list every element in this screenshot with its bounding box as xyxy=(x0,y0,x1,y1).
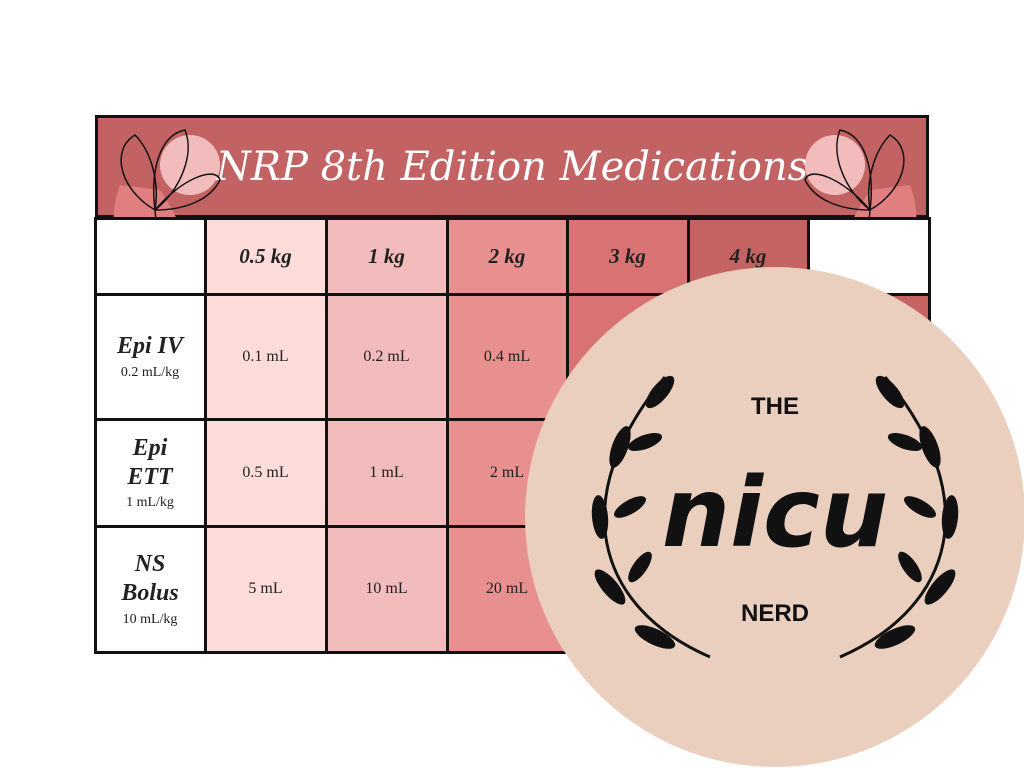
logo-bottom: NERD xyxy=(740,600,809,627)
medication-dose: 10 mL/kg xyxy=(122,611,178,627)
medication-name: NS Bolus xyxy=(121,551,179,606)
dose-value: 0.5 mL xyxy=(242,463,289,481)
dose-value: 0.1 mL xyxy=(242,347,289,365)
dose-cell: 1 mL xyxy=(324,417,449,528)
dose-value: 2 mL xyxy=(489,463,525,481)
column-label: 1 kg xyxy=(368,243,405,268)
table-title: NRP 8th Edition Medications xyxy=(95,115,929,218)
dose-value: 1 mL xyxy=(369,463,404,481)
medication-name: Epi ETT xyxy=(127,434,173,490)
corner-cell xyxy=(93,216,207,296)
column-header: 3 kg xyxy=(565,216,690,296)
column-header: 0.5 kg xyxy=(203,216,328,296)
logo-top: THE xyxy=(751,393,799,420)
column-label: 4 kg xyxy=(729,243,767,268)
dose-value: 10 mL xyxy=(365,580,408,597)
dose-value: 0.2 mL xyxy=(363,347,410,365)
column-label: 2 kg xyxy=(488,243,526,268)
logo-main: nicu xyxy=(661,457,889,569)
dose-value: 20 mL xyxy=(485,580,529,597)
row-header: NS Bolus 10 mL/kg xyxy=(93,524,207,654)
logo: THE nicu NERD xyxy=(525,267,1024,767)
dose-value: 5 mL xyxy=(248,580,283,597)
dose-value: 0.4 mL xyxy=(483,347,531,365)
laurel xyxy=(591,375,959,659)
column-header: 1 kg xyxy=(324,216,449,296)
dose-cell: 0.5 mL xyxy=(203,417,328,528)
row-header: Epi ETT 1 mL/kg xyxy=(93,417,207,528)
medication-dose: 1 mL/kg xyxy=(126,495,174,511)
column-label: 0.5 kg xyxy=(239,243,292,268)
dose-cell: 5 mL xyxy=(203,524,328,654)
medication-dose: 0.2 mL/kg xyxy=(120,364,180,380)
dose-cell: 10 mL xyxy=(324,524,449,654)
column-label: 3 kg xyxy=(609,243,646,268)
dose-cell: 0.4 mL xyxy=(445,292,569,421)
dose-cell: 0.2 mL xyxy=(324,292,449,421)
dose-cell: 0.1 mL xyxy=(203,292,328,421)
medication-name: Epi IV xyxy=(116,333,184,360)
row-header: Epi IV 0.2 mL/kg xyxy=(93,292,207,421)
